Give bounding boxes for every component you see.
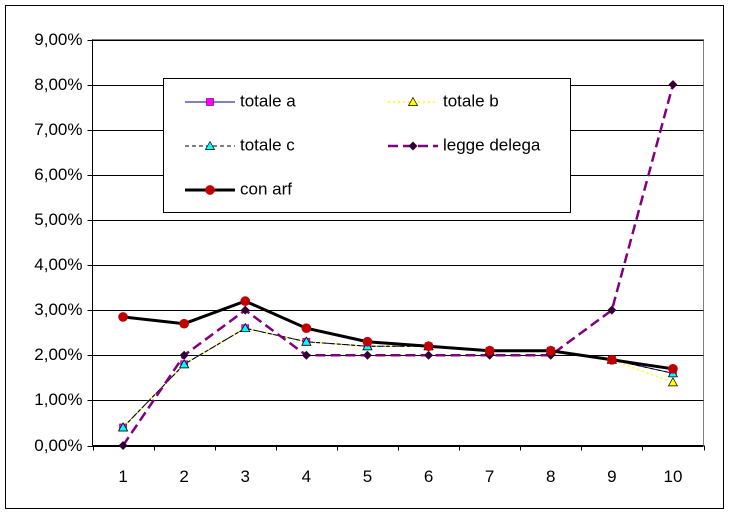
marker <box>301 350 311 360</box>
y-tick-label: 7,00% <box>34 120 82 139</box>
marker <box>301 336 312 346</box>
marker <box>362 336 373 347</box>
series-line <box>122 299 674 371</box>
grid: 0,00% 1,00% 2,00% 3,00% 4,00% 5,00% 6,00% 7,00%… <box>34 30 705 486</box>
legend-items: totale a totale b totale c legge delega con … <box>185 91 541 198</box>
legend-label: totale b <box>443 91 499 110</box>
marker <box>424 350 434 360</box>
x-tick-label: 6 <box>424 467 433 486</box>
marker <box>240 296 251 306</box>
marker <box>240 322 251 333</box>
marker <box>606 354 617 365</box>
x-tick-label: 3 <box>241 467 250 486</box>
y-tick-label: 1,00% <box>34 390 82 409</box>
y-tick-label: 4,00% <box>34 255 82 274</box>
x-tick-label: 8 <box>546 467 555 486</box>
x-tick-label: 10 <box>663 467 682 486</box>
legend-label: totale a <box>240 91 296 110</box>
marker <box>407 96 419 106</box>
marker <box>206 98 214 106</box>
marker <box>301 323 312 334</box>
marker <box>408 141 418 151</box>
y-tick-label: 8,00% <box>34 75 82 94</box>
marker <box>179 359 190 369</box>
legend-label: totale c <box>240 135 295 154</box>
marker <box>205 185 215 195</box>
marker <box>179 350 189 360</box>
marker <box>545 345 556 356</box>
legend-label: legge delega <box>443 135 541 154</box>
x-tick-label: 7 <box>485 467 494 486</box>
marker <box>423 341 434 352</box>
marker <box>179 318 189 329</box>
marker <box>240 305 250 315</box>
series-line <box>122 84 675 447</box>
marker <box>667 377 679 387</box>
marker <box>668 363 678 374</box>
marker <box>362 350 372 360</box>
marker <box>117 422 129 432</box>
y-tick-label: 0,00% <box>34 436 82 455</box>
marker <box>118 441 128 450</box>
marker <box>484 345 495 356</box>
x-tick-label: 4 <box>302 467 311 486</box>
x-tick-label: 5 <box>363 467 372 486</box>
y-tick-label: 6,00% <box>34 165 82 184</box>
x-tick-label: 1 <box>118 467 127 486</box>
y-tick-label: 5,00% <box>34 210 82 229</box>
x-tick-label: 9 <box>607 467 616 486</box>
y-tick-label: 3,00% <box>34 300 82 319</box>
y-tick-label: 2,00% <box>34 345 82 364</box>
marker <box>118 312 128 322</box>
marker <box>204 140 216 150</box>
marker <box>607 305 617 315</box>
series-group <box>117 80 679 450</box>
x-tick-label: 2 <box>179 467 188 486</box>
legend-label: con arf <box>240 179 292 198</box>
marker <box>668 80 678 90</box>
y-tick-label: 9,00% <box>34 30 82 49</box>
